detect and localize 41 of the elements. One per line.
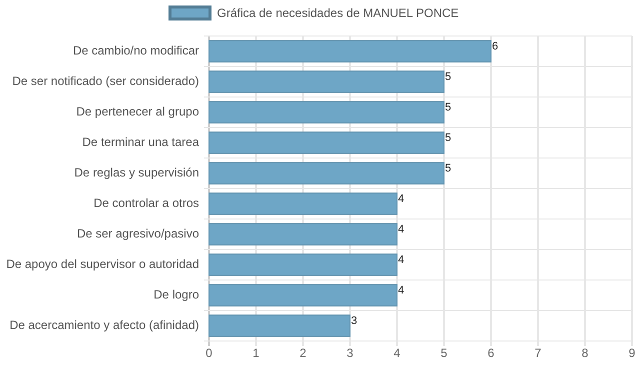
x-tick-label: 1 [252, 346, 260, 360]
x-tick-label: 0 [206, 346, 213, 360]
x-tick-label: 6 [488, 346, 495, 360]
x-tick-label: 5 [440, 346, 448, 360]
y-tick-label: De pertenecer al grupo [76, 104, 200, 118]
legend-label: Gráfica de necesidades de MANUEL PONCE [217, 6, 459, 20]
bar [208, 284, 398, 306]
y-tick-label: De ser agresivo/pasivo [76, 226, 200, 240]
bar [208, 162, 444, 184]
bar [208, 40, 492, 62]
x-tick-label: 4 [394, 346, 401, 360]
y-tick-label: De controlar a otros [94, 196, 199, 210]
data-label: 4 [398, 254, 404, 266]
bar [208, 70, 444, 93]
y-tick-label: De terminar una tarea [82, 134, 200, 149]
x-tick-label: 9 [628, 346, 636, 360]
data-label: 4 [398, 223, 404, 236]
bar [208, 132, 444, 154]
y-tick-label: De acercamiento y afecto (afinidad) [10, 318, 199, 332]
data-label: 6 [492, 40, 498, 52]
bar [208, 101, 444, 124]
x-tick-label: 8 [582, 346, 589, 360]
x-tick-label: 7 [534, 346, 542, 360]
y-tick-label: De reglas y supervisión [74, 165, 199, 180]
bar [208, 192, 398, 215]
y-tick-label: De logro [154, 287, 200, 302]
x-tick-label: 2 [300, 346, 307, 360]
data-label: 5 [445, 101, 452, 114]
data-label: 5 [445, 132, 452, 144]
data-label: 4 [398, 284, 404, 296]
data-label: 5 [445, 162, 452, 174]
data-label: 4 [398, 192, 404, 205]
bar [208, 254, 398, 276]
y-tick-label: De cambio/no modificar [72, 43, 199, 58]
bar [208, 223, 398, 246]
data-label: 3 [351, 314, 358, 327]
y-tick-label: De ser notificado (ser considerado) [12, 74, 199, 88]
bar [208, 314, 350, 337]
y-tick-label: De apoyo del supervisor o autoridad [6, 256, 199, 271]
data-label: 5 [445, 70, 452, 83]
x-tick-label: 3 [346, 346, 354, 360]
